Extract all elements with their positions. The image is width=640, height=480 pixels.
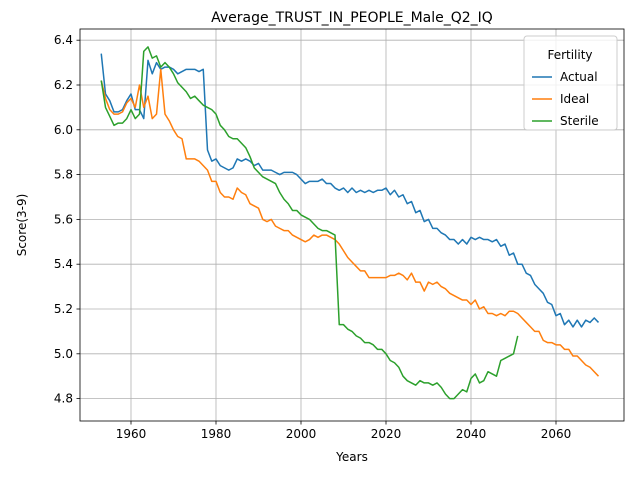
series-line-actual	[100, 53, 600, 328]
series-line-sterile	[100, 46, 519, 400]
y-tick-label: 5.2	[54, 302, 73, 316]
y-tick-label: 6.0	[54, 123, 73, 137]
y-tick-label: 5.6	[54, 212, 73, 226]
x-tick-label: 2000	[286, 427, 317, 441]
y-tick-label: 6.4	[54, 33, 73, 47]
x-tick-label: 2040	[456, 427, 487, 441]
y-tick-label: 6.2	[54, 78, 73, 92]
legend-box	[523, 35, 618, 131]
legend-label-sterile: Sterile	[560, 114, 599, 128]
axis-ticks: 1960 1980 2000 2020 2040 2060 4.8 5.0 5.2 5.4 5.6 5…	[54, 33, 571, 441]
series-layer	[100, 46, 600, 400]
y-tick-label: 5.4	[54, 257, 73, 271]
x-tick-label: 1960	[116, 427, 147, 441]
legend: Fertility Actual Ideal Sterile	[523, 35, 618, 131]
series-line-ideal	[100, 68, 600, 377]
legend-title: Fertility	[547, 48, 592, 62]
legend-label-ideal: Ideal	[560, 92, 589, 106]
y-tick-label: 5.0	[54, 347, 73, 361]
x-axis-label: Years	[335, 450, 368, 464]
y-tick-label: 5.8	[54, 168, 73, 182]
legend-label-actual: Actual	[560, 70, 598, 84]
y-tick-label: 4.8	[54, 392, 73, 406]
x-tick-label: 2020	[371, 427, 402, 441]
x-tick-label: 1980	[201, 427, 232, 441]
chart-title: Average_TRUST_IN_PEOPLE_Male_Q2_IQ	[211, 10, 493, 26]
plot-frame	[79, 28, 625, 422]
x-tick-label: 2060	[541, 427, 572, 441]
y-axis-label: Score(3-9)	[15, 194, 29, 257]
